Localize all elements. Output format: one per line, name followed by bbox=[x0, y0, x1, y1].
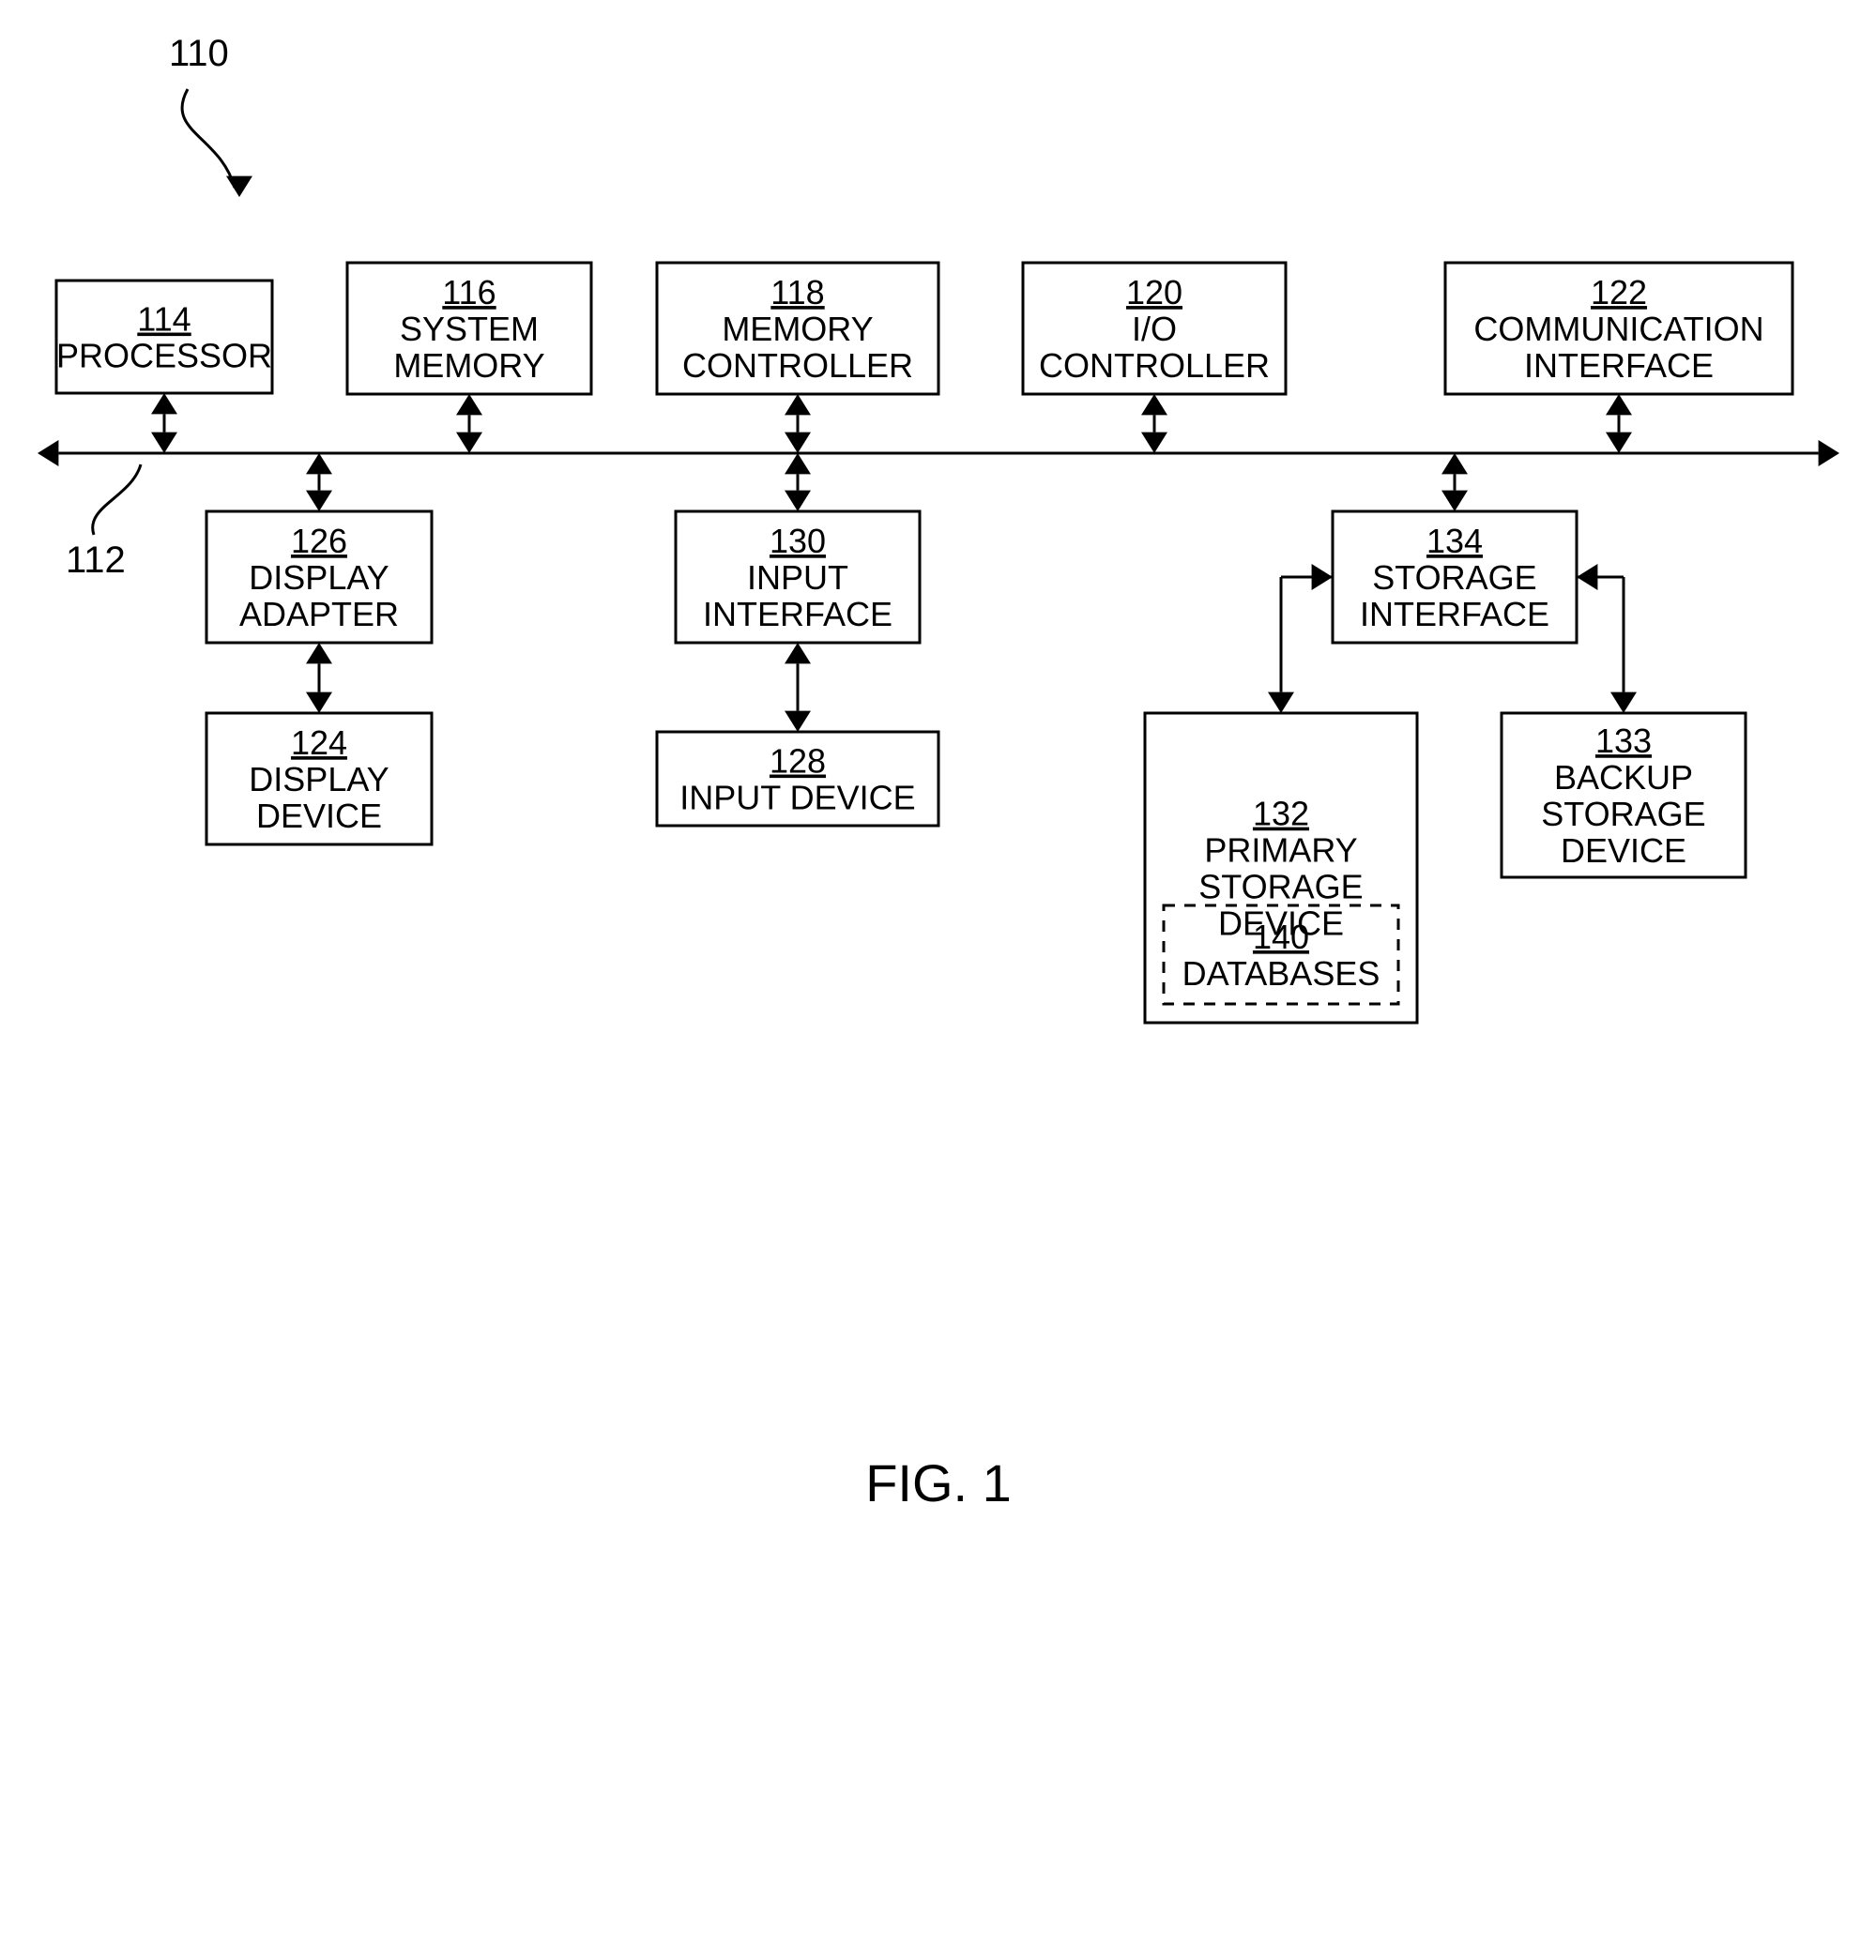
storage_iface-number: 134 bbox=[1426, 522, 1483, 560]
primary_storage-number: 132 bbox=[1253, 795, 1309, 833]
figure-caption: FIG. 1 bbox=[865, 1453, 1012, 1512]
databases-number: 140 bbox=[1253, 918, 1309, 956]
input_device-label-0: INPUT DEVICE bbox=[679, 778, 915, 816]
input_interface-number: 130 bbox=[770, 522, 826, 560]
mem_controller-number: 118 bbox=[770, 273, 824, 311]
mem_controller-label-1: CONTROLLER bbox=[682, 346, 913, 385]
system_memory-label-0: SYSTEM bbox=[400, 310, 539, 348]
system_memory-number: 116 bbox=[442, 273, 496, 311]
comm_interface-label-1: INTERFACE bbox=[1524, 346, 1714, 385]
system_memory-label-1: MEMORY bbox=[393, 346, 544, 385]
primary_storage-label-0: PRIMARY bbox=[1204, 831, 1357, 870]
system-block-diagram: 114PROCESSOR116SYSTEMMEMORY118MEMORYCONT… bbox=[0, 0, 1876, 1960]
storage_iface-label-1: INTERFACE bbox=[1360, 595, 1549, 633]
input_device-number: 128 bbox=[770, 742, 826, 781]
input_interface-label-0: INPUT bbox=[747, 558, 848, 597]
display_adapter-number: 126 bbox=[291, 522, 347, 560]
display_device-number: 124 bbox=[291, 723, 347, 762]
display_adapter-label-0: DISPLAY bbox=[249, 558, 389, 597]
input_interface-label-1: INTERFACE bbox=[703, 595, 892, 633]
backup_storage-number: 133 bbox=[1595, 722, 1652, 760]
backup_storage-label-2: DEVICE bbox=[1561, 831, 1686, 870]
processor-label-0: PROCESSOR bbox=[56, 336, 272, 374]
comm_interface-number: 122 bbox=[1591, 273, 1647, 311]
storage_iface-label-0: STORAGE bbox=[1372, 558, 1536, 597]
io_controller-label-0: I/O bbox=[1132, 310, 1177, 348]
primary_storage-label-1: STORAGE bbox=[1198, 867, 1363, 905]
display_device-label-1: DEVICE bbox=[256, 797, 382, 835]
databases-label-0: DATABASES bbox=[1182, 954, 1380, 993]
ref-110: 110 bbox=[169, 33, 229, 74]
io_controller-number: 120 bbox=[1126, 273, 1182, 311]
display_device-label-0: DISPLAY bbox=[249, 760, 389, 798]
comm_interface-label-0: COMMUNICATION bbox=[1473, 310, 1763, 348]
ref-112: 112 bbox=[66, 539, 126, 581]
mem_controller-label-0: MEMORY bbox=[722, 310, 873, 348]
io_controller-label-1: CONTROLLER bbox=[1039, 346, 1270, 385]
backup_storage-label-1: STORAGE bbox=[1541, 795, 1705, 833]
display_adapter-label-1: ADAPTER bbox=[239, 595, 399, 633]
backup_storage-label-0: BACKUP bbox=[1554, 758, 1693, 797]
processor-number: 114 bbox=[137, 300, 191, 339]
